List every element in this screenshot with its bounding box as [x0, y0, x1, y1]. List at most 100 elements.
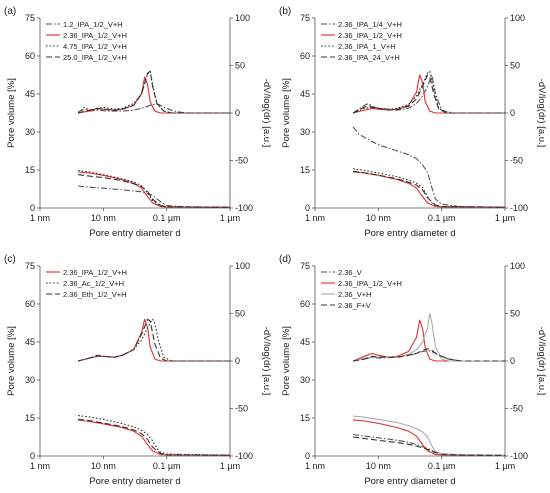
x-tick-label: 1 nm — [30, 213, 50, 223]
y-right-tick-label: -50 — [510, 404, 523, 414]
y-left-tick-label: 45 — [25, 89, 35, 99]
x-tick-label: 1 µm — [220, 213, 240, 223]
y-right-tick-label: 0 — [235, 108, 240, 118]
series-distribution-line — [352, 319, 505, 362]
y-right-tick-label: 50 — [510, 309, 520, 319]
panel-label: (c) — [4, 254, 16, 265]
y-axis-label-right: -dV/log(dr) [a.u.] — [536, 327, 547, 396]
y-right-tick-label: 50 — [510, 61, 520, 71]
y-left-tick-label: 30 — [25, 375, 35, 385]
legend-label: 2.36_IPA_24_V+H — [338, 53, 400, 62]
panel-label: (b) — [279, 6, 291, 17]
y-right-tick-label: -100 — [235, 451, 253, 461]
legend-label: 2.36_IPA_1/2_V+H — [338, 31, 402, 40]
x-tick-label: 1 nm — [30, 461, 50, 471]
legend-label: 2.36_F+V — [338, 301, 371, 310]
x-axis-label: Pore entry diameter d — [364, 476, 455, 487]
y-left-tick-label: 45 — [25, 337, 35, 347]
x-tick-label: 1 nm — [305, 213, 325, 223]
legend-label: 4.75_IPA_1/2_V+H — [63, 42, 127, 51]
x-tick-label: 1 µm — [220, 461, 240, 471]
x-tick-label: 10 nm — [91, 461, 116, 471]
y-left-tick-label: 15 — [25, 413, 35, 423]
x-tick-label: 1 µm — [495, 213, 515, 223]
y-right-tick-label: 0 — [510, 356, 515, 366]
y-left-tick-label: 0 — [30, 203, 35, 213]
y-right-tick-label: -100 — [510, 203, 528, 213]
series-cumulative-line — [78, 418, 231, 456]
y-left-tick-label: 30 — [300, 127, 310, 137]
series-cumulative-line — [353, 419, 506, 456]
x-axis-label: Pore entry diameter d — [364, 228, 455, 239]
y-axis-label-left: Pore volume [%] — [6, 78, 17, 148]
panel-label: (d) — [279, 254, 291, 265]
series-cumulative-line — [78, 185, 231, 209]
chart-panel-4: (d) 0 15 30 45 60 75 -100 -50 0 50 100 1 nm 10 nm 0.1 … — [279, 254, 547, 487]
x-tick-label: 1 µm — [495, 461, 515, 471]
series-cumulative-line — [353, 415, 506, 456]
series-distribution-line — [352, 74, 505, 114]
y-left-tick-label: 60 — [300, 51, 310, 61]
series-distribution-line — [352, 312, 505, 362]
y-right-tick-label: 100 — [510, 13, 525, 23]
x-tick-label: 1 nm — [305, 461, 325, 471]
x-tick-label: 0.1 µm — [428, 461, 456, 471]
legend-label: 2.36_IPA_1/2_V+H — [63, 268, 127, 277]
series-cumulative-line — [353, 433, 506, 457]
y-axis-label-left: Pore volume [%] — [281, 78, 292, 148]
legend-label: 2.36_IPA_1/2_V+H — [63, 31, 127, 40]
y-left-tick-label: 75 — [25, 261, 35, 271]
legend-label: 2.36_Ac_1/2_V+H — [63, 279, 124, 288]
y-right-tick-label: -100 — [510, 451, 528, 461]
series-distribution-line — [352, 74, 505, 114]
series-distribution-line — [77, 70, 230, 114]
series-distribution-line — [352, 74, 505, 114]
y-axis-label-right: -dV/log(dr) [a.u.] — [536, 79, 547, 148]
y-right-tick-label: 100 — [510, 261, 525, 271]
y-right-tick-label: 50 — [235, 309, 245, 319]
y-axis-label-right: -dV/log(dr) [a.u.] — [261, 327, 272, 396]
y-right-tick-label: 50 — [235, 61, 245, 71]
series-cumulative-line — [78, 171, 231, 208]
series-distribution-line — [353, 348, 505, 362]
series-cumulative-line — [353, 436, 506, 457]
series-distribution-line — [353, 349, 505, 362]
chart-panel-1: (a) 0 15 30 45 60 75 -100 -50 0 50 100 1 nm 10 nm 0.1 … — [4, 6, 272, 239]
y-left-tick-label: 60 — [25, 51, 35, 61]
series-distribution-line — [352, 70, 505, 114]
series-cumulative-line — [353, 170, 506, 208]
legend-label: 2.36_Eth_1/2_V+H — [63, 290, 127, 299]
series-cumulative-line — [78, 414, 231, 456]
series-distribution-line — [77, 318, 230, 362]
legend-label: 2.36_IPA_1/4_V+H — [338, 20, 402, 29]
y-axis-label-left: Pore volume [%] — [6, 326, 17, 396]
y-left-tick-label: 45 — [300, 89, 310, 99]
y-right-tick-label: -50 — [510, 156, 523, 166]
y-left-tick-label: 15 — [25, 165, 35, 175]
chart-panel-3: (c) 0 15 30 45 60 75 -100 -50 0 50 100 1 nm 10 nm 0.1 … — [4, 254, 272, 487]
y-axis-label-left: Pore volume [%] — [281, 326, 292, 396]
y-left-tick-label: 60 — [300, 299, 310, 309]
legend-label: 2.36_IPA_1/2_V+H — [338, 279, 402, 288]
y-right-tick-label: 0 — [510, 108, 515, 118]
y-right-tick-label: 100 — [235, 13, 250, 23]
legend-label: 25.0_IPA_1/2_V+H — [63, 53, 127, 62]
legend-label: 2.36_V+H — [338, 290, 372, 299]
y-left-tick-label: 15 — [300, 413, 310, 423]
panel-label: (a) — [4, 6, 16, 17]
series-distribution-line — [77, 318, 230, 362]
y-left-tick-label: 30 — [25, 127, 35, 137]
chart-panel-2: (b) 0 15 30 45 60 75 -100 -50 0 50 100 1 nm 10 nm 0.1 … — [279, 6, 547, 239]
y-right-tick-label: -50 — [235, 404, 248, 414]
y-left-tick-label: 75 — [300, 261, 310, 271]
series-distribution-line — [77, 103, 230, 114]
series-cumulative-line — [78, 174, 231, 208]
y-left-tick-label: 75 — [25, 13, 35, 23]
y-right-tick-label: -50 — [235, 156, 248, 166]
x-tick-label: 0.1 µm — [153, 213, 181, 223]
legend-label: 2.36_V — [338, 268, 362, 277]
x-tick-label: 0.1 µm — [428, 213, 456, 223]
y-left-tick-label: 0 — [30, 451, 35, 461]
series-cumulative-line — [352, 126, 506, 208]
